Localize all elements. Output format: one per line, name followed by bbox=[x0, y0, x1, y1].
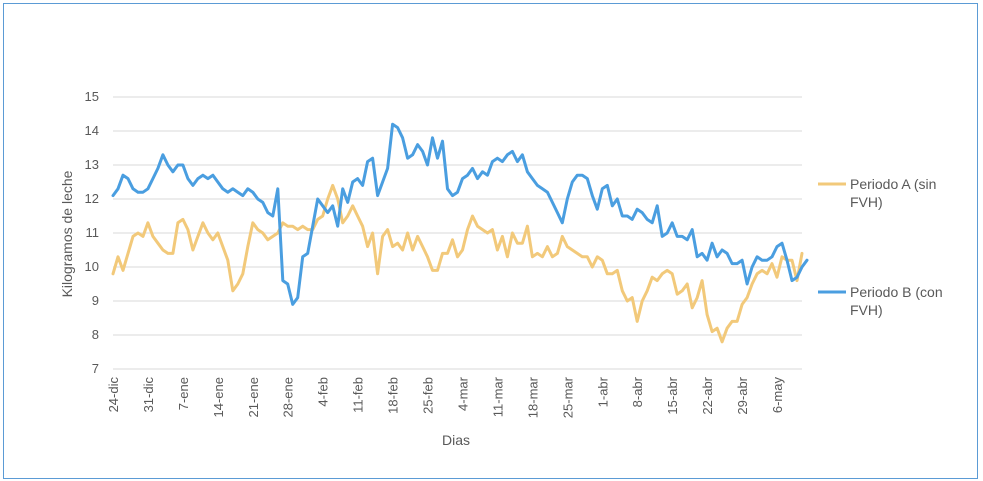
chart-frame: 7 8 9 10 11 12 13 14 15 24-dic 31-dic 7-ene 14-ene 2… bbox=[3, 3, 978, 479]
legend-label-periodo-a-line2: FVH) bbox=[850, 194, 883, 210]
x-tick-label: 18-feb bbox=[386, 377, 401, 414]
legend-label-periodo-a-line1: Periodo A (sin bbox=[850, 176, 936, 192]
x-tick-label: 1-abr bbox=[595, 376, 610, 407]
y-axis-title: Kilogramos de leche bbox=[59, 170, 75, 297]
y-tick-label: 15 bbox=[85, 89, 99, 104]
x-tick-label: 6-may bbox=[770, 377, 785, 414]
series-lines bbox=[111, 122, 809, 344]
x-tick-label: 31-dic bbox=[141, 377, 156, 413]
x-tick-label: 11-feb bbox=[351, 377, 366, 413]
x-tick-label: 15-abr bbox=[665, 376, 680, 414]
y-tick-labels: 7 8 9 10 11 12 13 14 15 bbox=[85, 89, 99, 376]
y-tick-label: 9 bbox=[92, 293, 99, 308]
y-tick-label: 12 bbox=[85, 191, 99, 206]
x-tick-label: 4-feb bbox=[316, 377, 331, 407]
x-tick-label: 22-abr bbox=[700, 376, 715, 414]
y-tick-label: 13 bbox=[85, 157, 99, 172]
x-tick-label: 8-abr bbox=[630, 376, 645, 407]
y-tick-label: 7 bbox=[92, 361, 99, 376]
series-line-periodo-b bbox=[111, 122, 809, 306]
x-tick-label: 25-mar bbox=[560, 376, 575, 418]
x-axis-title: Dias bbox=[442, 432, 470, 448]
legend-label-periodo-b-line2: FVH) bbox=[850, 302, 883, 318]
x-tick-label: 11-mar bbox=[490, 376, 505, 417]
legend-label-periodo-b-line1: Periodo B (con bbox=[850, 284, 943, 300]
y-tick-label: 10 bbox=[85, 259, 99, 274]
x-tick-label: 28-ene bbox=[281, 377, 296, 417]
series-line-periodo-a bbox=[111, 183, 804, 344]
x-tick-label: 4-mar bbox=[455, 376, 470, 411]
legend: Periodo A (sin FVH) Periodo B (con FVH) bbox=[818, 176, 943, 318]
x-tick-label: 18-mar bbox=[525, 376, 540, 418]
x-tick-label: 7-ene bbox=[176, 377, 191, 410]
y-tick-label: 11 bbox=[86, 225, 100, 240]
x-tick-label: 25-feb bbox=[421, 377, 436, 414]
x-tick-label: 21-ene bbox=[246, 377, 261, 417]
x-tick-labels: 24-dic 31-dic 7-ene 14-ene 21-ene 28-ene 4-feb… bbox=[106, 376, 785, 418]
x-tick-label: 14-ene bbox=[211, 377, 226, 417]
y-tick-label: 8 bbox=[92, 327, 99, 342]
x-tick-label: 24-dic bbox=[106, 377, 121, 413]
x-tick-label: 29-abr bbox=[735, 376, 750, 414]
y-tick-label: 14 bbox=[85, 123, 99, 138]
